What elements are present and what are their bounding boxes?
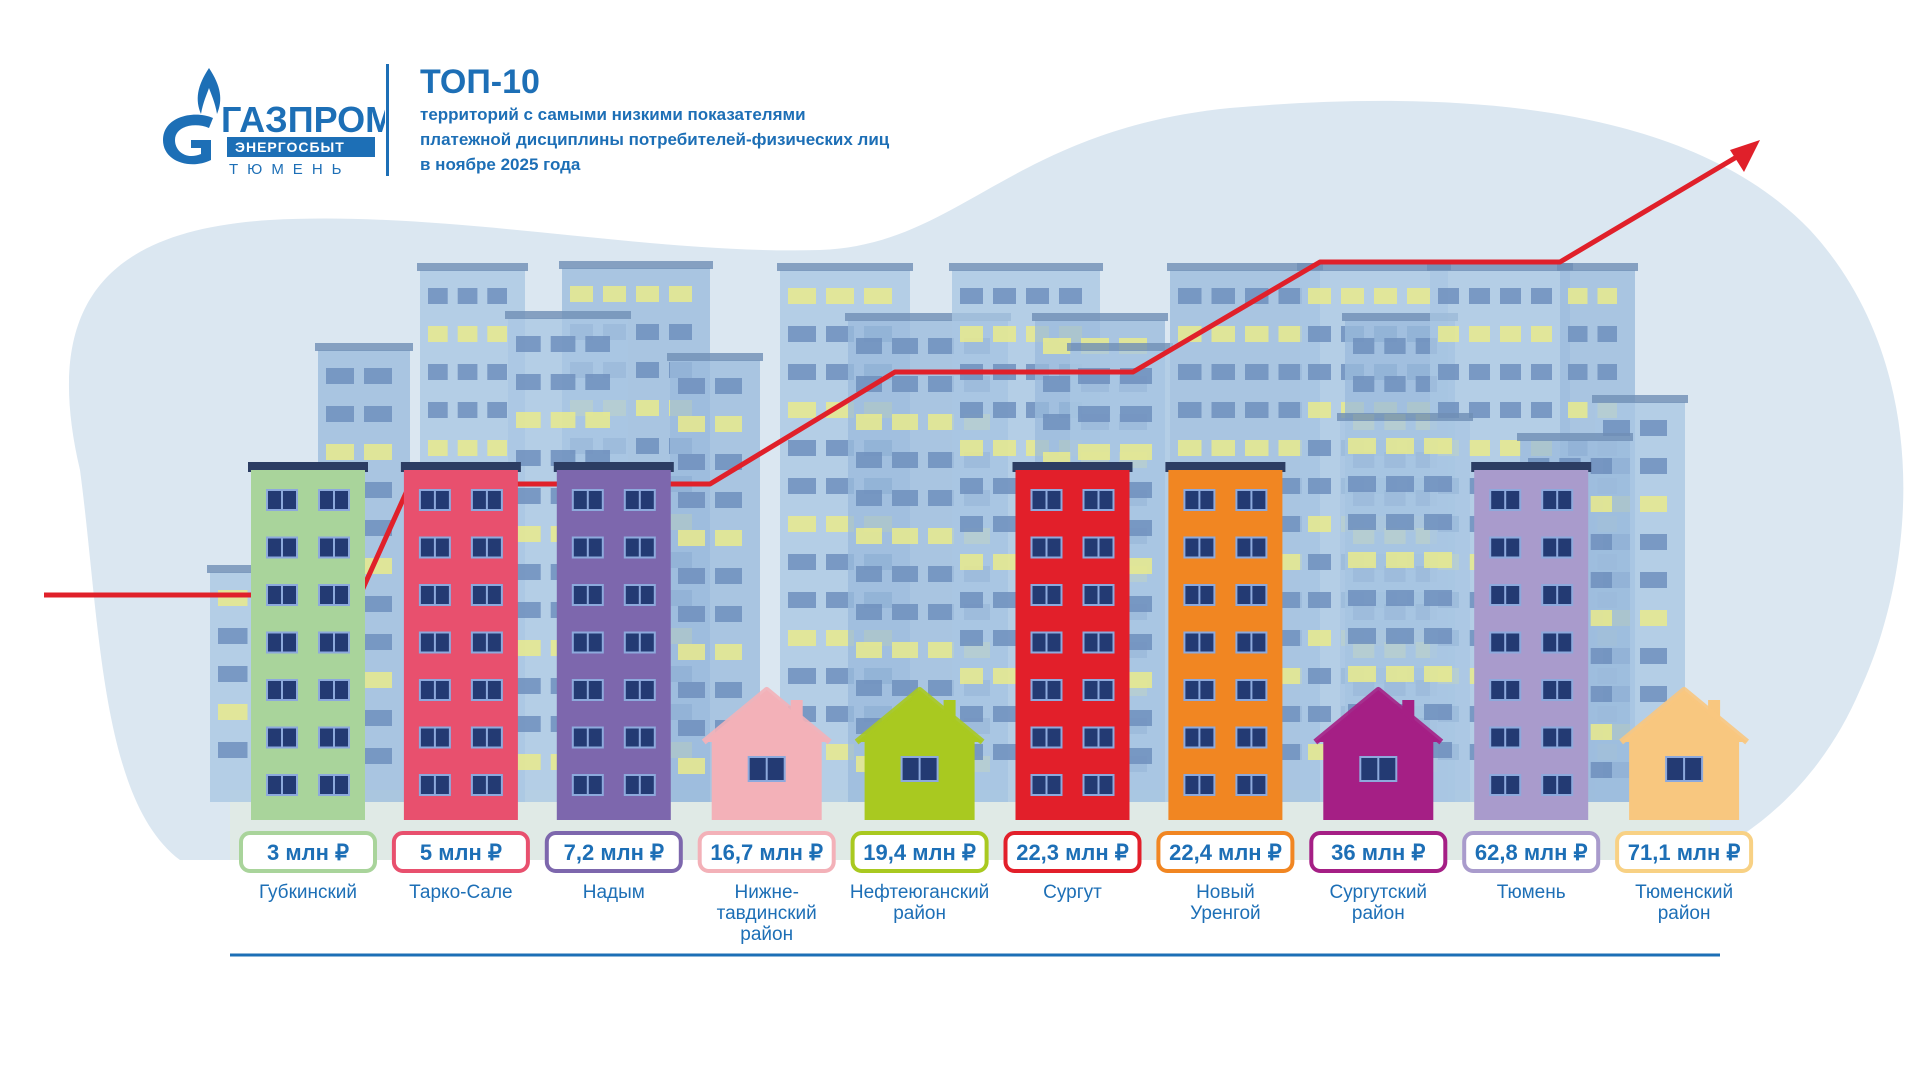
category-label-1: Губкинский: [259, 882, 357, 903]
value-label-9: 62,8 млн ₽: [1462, 831, 1601, 873]
brand-city: ТЮМЕНЬ: [229, 161, 351, 178]
house-bar-5: [854, 687, 985, 820]
value-label-text: 62,8 млн ₽: [1475, 840, 1588, 865]
value-label-text: 36 млн ₽: [1331, 840, 1425, 865]
building-bar-2: [400, 462, 521, 820]
brand-name: ГАЗПРОМ: [221, 99, 385, 140]
value-label-7: 22,4 млн ₽: [1156, 831, 1295, 873]
building-bar-1: [248, 462, 368, 820]
trend-line: [44, 149, 1747, 598]
house-bar-4: [701, 687, 832, 820]
category-label-5: Нефтеюганский район: [850, 882, 989, 924]
house-bar-10: [1619, 687, 1750, 820]
brand-logo: ГАЗПРОМ ЭНЕРГОСБЫТ ТЮМЕНЬ: [155, 62, 395, 180]
building-bar-9: [1471, 462, 1592, 820]
category-label-10: Тюменский район: [1635, 882, 1733, 924]
value-label-5: 19,4 млн ₽: [850, 831, 989, 873]
value-label-2: 5 млн ₽: [391, 831, 530, 873]
value-label-text: 22,4 млн ₽: [1169, 840, 1282, 865]
value-label-text: 3 млн ₽: [267, 840, 349, 865]
building-bar-7: [1165, 462, 1286, 820]
value-label-text: 5 млн ₽: [420, 840, 502, 865]
value-label-10: 71,1 млн ₽: [1615, 831, 1754, 873]
brand-subname: ЭНЕРГОСБЫТ: [235, 139, 345, 155]
brand-band: [227, 137, 375, 157]
category-label-8: Сургутский район: [1330, 882, 1428, 924]
category-label-2: Тарко-Сале: [409, 882, 512, 903]
chart-subtitle-line-2: платежной дисциплины потребителей-физиче…: [420, 130, 890, 149]
house-bar-8: [1313, 687, 1444, 820]
chart-subtitle-line-3: в ноябре 2025 года: [420, 155, 581, 174]
value-label-text: 19,4 млн ₽: [863, 840, 976, 865]
category-label-3: Надым: [583, 882, 645, 903]
category-label-7: Новый Уренгой: [1190, 882, 1261, 924]
value-label-4: 16,7 млн ₽: [697, 831, 836, 873]
category-label-6: Сургут: [1043, 882, 1102, 903]
value-label-6: 22,3 млн ₽: [1003, 831, 1142, 873]
title-block: ТОП-10 территорий с самыми низкими показ…: [420, 62, 960, 177]
header-divider: [386, 64, 389, 176]
value-label-text: 71,1 млн ₽: [1628, 840, 1741, 865]
value-label-3: 7,2 млн ₽: [544, 831, 683, 873]
trend-arrow: [44, 140, 1760, 598]
value-label-text: 7,2 млн ₽: [564, 840, 664, 865]
value-label-text: 22,3 млн ₽: [1016, 840, 1129, 865]
chart-labels: 3 млн ₽ 5 млн ₽ 7,2 млн ₽ 16,7 млн ₽ 19,4 мл…: [239, 831, 1754, 945]
building-bar-6: [1012, 462, 1133, 820]
value-label-8: 36 млн ₽: [1309, 831, 1448, 873]
value-label-text: 16,7 млн ₽: [710, 840, 823, 865]
flame-icon: [197, 68, 221, 116]
g-letter-icon: [163, 114, 213, 165]
building-bar-3: [553, 462, 674, 820]
category-label-9: Тюмень: [1497, 882, 1566, 903]
trend-arrowhead-icon: [1730, 140, 1760, 172]
chart-subtitle-line-1: территорий с самыми низкими показателями: [420, 105, 806, 124]
chart-marks: [248, 462, 1750, 820]
value-label-1: 3 млн ₽: [239, 831, 377, 873]
chart-title: ТОП-10: [420, 63, 540, 101]
category-label-4: Нижне-тавдинский район: [717, 882, 817, 945]
